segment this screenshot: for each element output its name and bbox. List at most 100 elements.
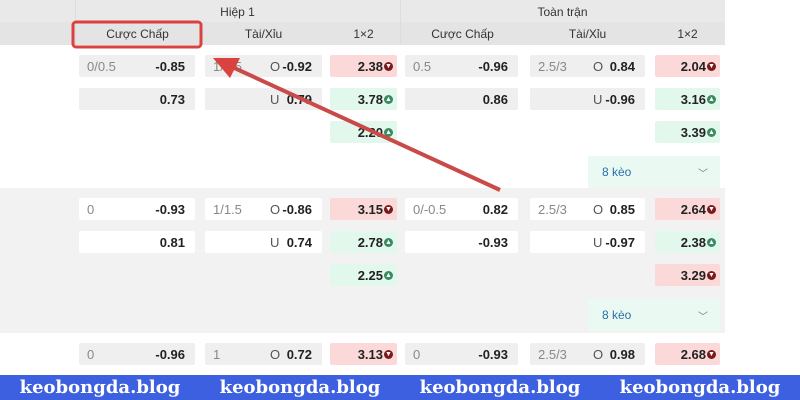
1x2-odds-cell[interactable]: 2.04 ▼ bbox=[655, 55, 720, 77]
handicap-line: 0/-0.5 bbox=[413, 201, 447, 217]
1x2-odds: 2.68 bbox=[680, 346, 706, 362]
1x2-odds-cell[interactable]: 2.38 ▲ bbox=[655, 231, 720, 253]
over-under-odds: -0.86 bbox=[282, 201, 312, 217]
over-under-odds-cell[interactable]: 2.5/3 O 0.98 bbox=[530, 343, 645, 365]
1x2-odds-cell[interactable]: 2.78 ▲ bbox=[330, 231, 397, 253]
handicap-odds: 0.82 bbox=[482, 201, 508, 217]
highlight-box bbox=[71, 20, 203, 49]
arrow-down-icon: ▼ bbox=[707, 349, 716, 359]
handicap-line: 0 bbox=[413, 346, 421, 362]
1x2-odds: 2.64 bbox=[680, 201, 706, 217]
handicap-odds-cell[interactable]: 0.73 bbox=[79, 88, 195, 110]
arrow-up-icon: ▲ bbox=[384, 237, 393, 247]
over-under-odds-cell[interactable]: U -0.96 bbox=[530, 88, 645, 110]
over-under-side: O bbox=[270, 201, 281, 217]
arrow-up-icon: ▲ bbox=[384, 270, 393, 280]
over-under-side: O bbox=[270, 58, 281, 74]
more-odds-label: 8 kèo bbox=[602, 308, 632, 322]
handicap-odds: -0.85 bbox=[155, 58, 185, 74]
1x2-odds: 2.38 bbox=[357, 58, 383, 74]
col-over-under: Tài/Xỉu bbox=[244, 27, 283, 41]
over-under-odds-cell[interactable]: 2.5/3 O 0.84 bbox=[530, 55, 645, 77]
handicap-odds: 0.86 bbox=[482, 91, 508, 107]
arrow-up-icon: ▲ bbox=[707, 237, 716, 247]
1x2-odds-cell[interactable]: 3.78 ▲ bbox=[330, 88, 397, 110]
arrow-down-icon: ▼ bbox=[384, 204, 393, 214]
1x2-odds-cell[interactable]: 3.13 ▼ bbox=[330, 343, 397, 365]
handicap-odds-cell[interactable]: 0.86 bbox=[405, 88, 518, 110]
over-under-odds-cell[interactable]: 2.5/3 O 0.85 bbox=[530, 198, 645, 220]
over-under-side: U bbox=[270, 234, 280, 250]
handicap-odds: -0.96 bbox=[478, 58, 508, 74]
over-under-odds: -0.97 bbox=[605, 234, 635, 250]
over-under-side: U bbox=[593, 91, 603, 107]
more-odds-button[interactable]: 8 kèo ﹀ bbox=[588, 156, 720, 188]
arrow-down-icon: ▼ bbox=[707, 270, 716, 280]
col-handicap: Cược Chấp bbox=[431, 27, 494, 41]
1x2-odds-cell[interactable]: 2.38 ▼ bbox=[330, 55, 397, 77]
handicap-odds-cell[interactable]: 0.81 bbox=[79, 231, 195, 253]
over-under-odds-cell[interactable]: U 0.74 bbox=[205, 231, 322, 253]
handicap-line: 0 bbox=[87, 201, 95, 217]
over-under-line: 2.5/3 bbox=[538, 201, 567, 217]
arrow-line bbox=[229, 64, 501, 192]
over-under-side: U bbox=[270, 91, 280, 107]
1x2-odds-cell[interactable]: 3.16 ▲ bbox=[655, 88, 720, 110]
column-header-row bbox=[0, 22, 725, 45]
over-under-odds: 0.72 bbox=[286, 346, 312, 362]
1x2-odds: 3.13 bbox=[357, 346, 383, 362]
handicap-line: 0 bbox=[87, 346, 95, 362]
over-under-side: O bbox=[593, 346, 604, 362]
1x2-odds: 3.39 bbox=[680, 124, 706, 140]
watermark-text: keobongda.blog bbox=[419, 377, 581, 398]
col-1x2: 1×2 bbox=[353, 27, 374, 41]
over-under-side: U bbox=[593, 234, 603, 250]
1x2-odds-cell[interactable]: 3.15 ▼ bbox=[330, 198, 397, 220]
1x2-odds: 2.04 bbox=[680, 58, 706, 74]
1x2-odds: 3.78 bbox=[357, 91, 383, 107]
arrow-down-icon: ▼ bbox=[707, 204, 716, 214]
arrow-up-icon: ▲ bbox=[707, 94, 716, 104]
1x2-odds-cell[interactable]: 2.25 ▲ bbox=[330, 264, 397, 286]
arrow-down-icon: ▼ bbox=[384, 61, 393, 71]
over-under-odds: 0.98 bbox=[609, 346, 635, 362]
handicap-odds: -0.93 bbox=[478, 346, 508, 362]
col-handicap: Cược Chấp bbox=[106, 27, 169, 41]
1x2-odds-cell[interactable]: 3.29 ▼ bbox=[655, 264, 720, 286]
handicap-odds: -0.93 bbox=[155, 201, 185, 217]
handicap-odds-cell[interactable]: 0/-0.5 0.82 bbox=[405, 198, 518, 220]
over-under-odds: 0.84 bbox=[609, 58, 635, 74]
more-odds-button[interactable]: 8 kèo ﹀ bbox=[588, 299, 720, 331]
handicap-odds: 0.73 bbox=[159, 91, 185, 107]
over-under-odds-cell[interactable]: U -0.97 bbox=[530, 231, 645, 253]
arrow-down-icon: ▼ bbox=[707, 61, 716, 71]
1x2-odds: 3.16 bbox=[680, 91, 706, 107]
1x2-odds-cell[interactable]: 3.39 ▲ bbox=[655, 121, 720, 143]
watermark-text: keobongda.blog bbox=[619, 377, 781, 398]
arrow-up-icon: ▲ bbox=[707, 127, 716, 137]
over-under-odds: 0.85 bbox=[609, 201, 635, 217]
handicap-odds-cell[interactable]: 0 -0.93 bbox=[405, 343, 518, 365]
handicap-odds-cell[interactable]: 0/0.5 -0.85 bbox=[79, 55, 195, 77]
over-under-odds-cell[interactable]: 1 O 0.72 bbox=[205, 343, 322, 365]
1x2-odds-cell[interactable]: 2.68 ▼ bbox=[655, 343, 720, 365]
handicap-odds-cell[interactable]: 0 -0.93 bbox=[79, 198, 195, 220]
over-under-side: O bbox=[593, 58, 604, 74]
1x2-odds-cell[interactable]: 2.64 ▼ bbox=[655, 198, 720, 220]
half-time-header: Hiệp 1 bbox=[220, 5, 255, 19]
over-under-odds: 0.74 bbox=[286, 234, 312, 250]
handicap-line: 0/0.5 bbox=[87, 58, 116, 74]
over-under-odds: -0.92 bbox=[282, 58, 312, 74]
over-under-line: 2.5/3 bbox=[538, 58, 567, 74]
handicap-odds-cell[interactable]: -0.93 bbox=[405, 231, 518, 253]
over-under-line: 1 bbox=[213, 346, 221, 362]
over-under-odds-cell[interactable]: 1/1.5 O -0.86 bbox=[205, 198, 322, 220]
handicap-odds-cell[interactable]: 0.5 -0.96 bbox=[405, 55, 518, 77]
handicap-odds: -0.96 bbox=[155, 346, 185, 362]
handicap-odds-cell[interactable]: 0 -0.96 bbox=[79, 343, 195, 365]
over-under-line: 1/1.5 bbox=[213, 201, 242, 217]
full-time-header: Toàn trận bbox=[537, 5, 588, 19]
1x2-odds: 2.25 bbox=[357, 267, 383, 283]
arrow-up-icon: ▲ bbox=[384, 127, 393, 137]
